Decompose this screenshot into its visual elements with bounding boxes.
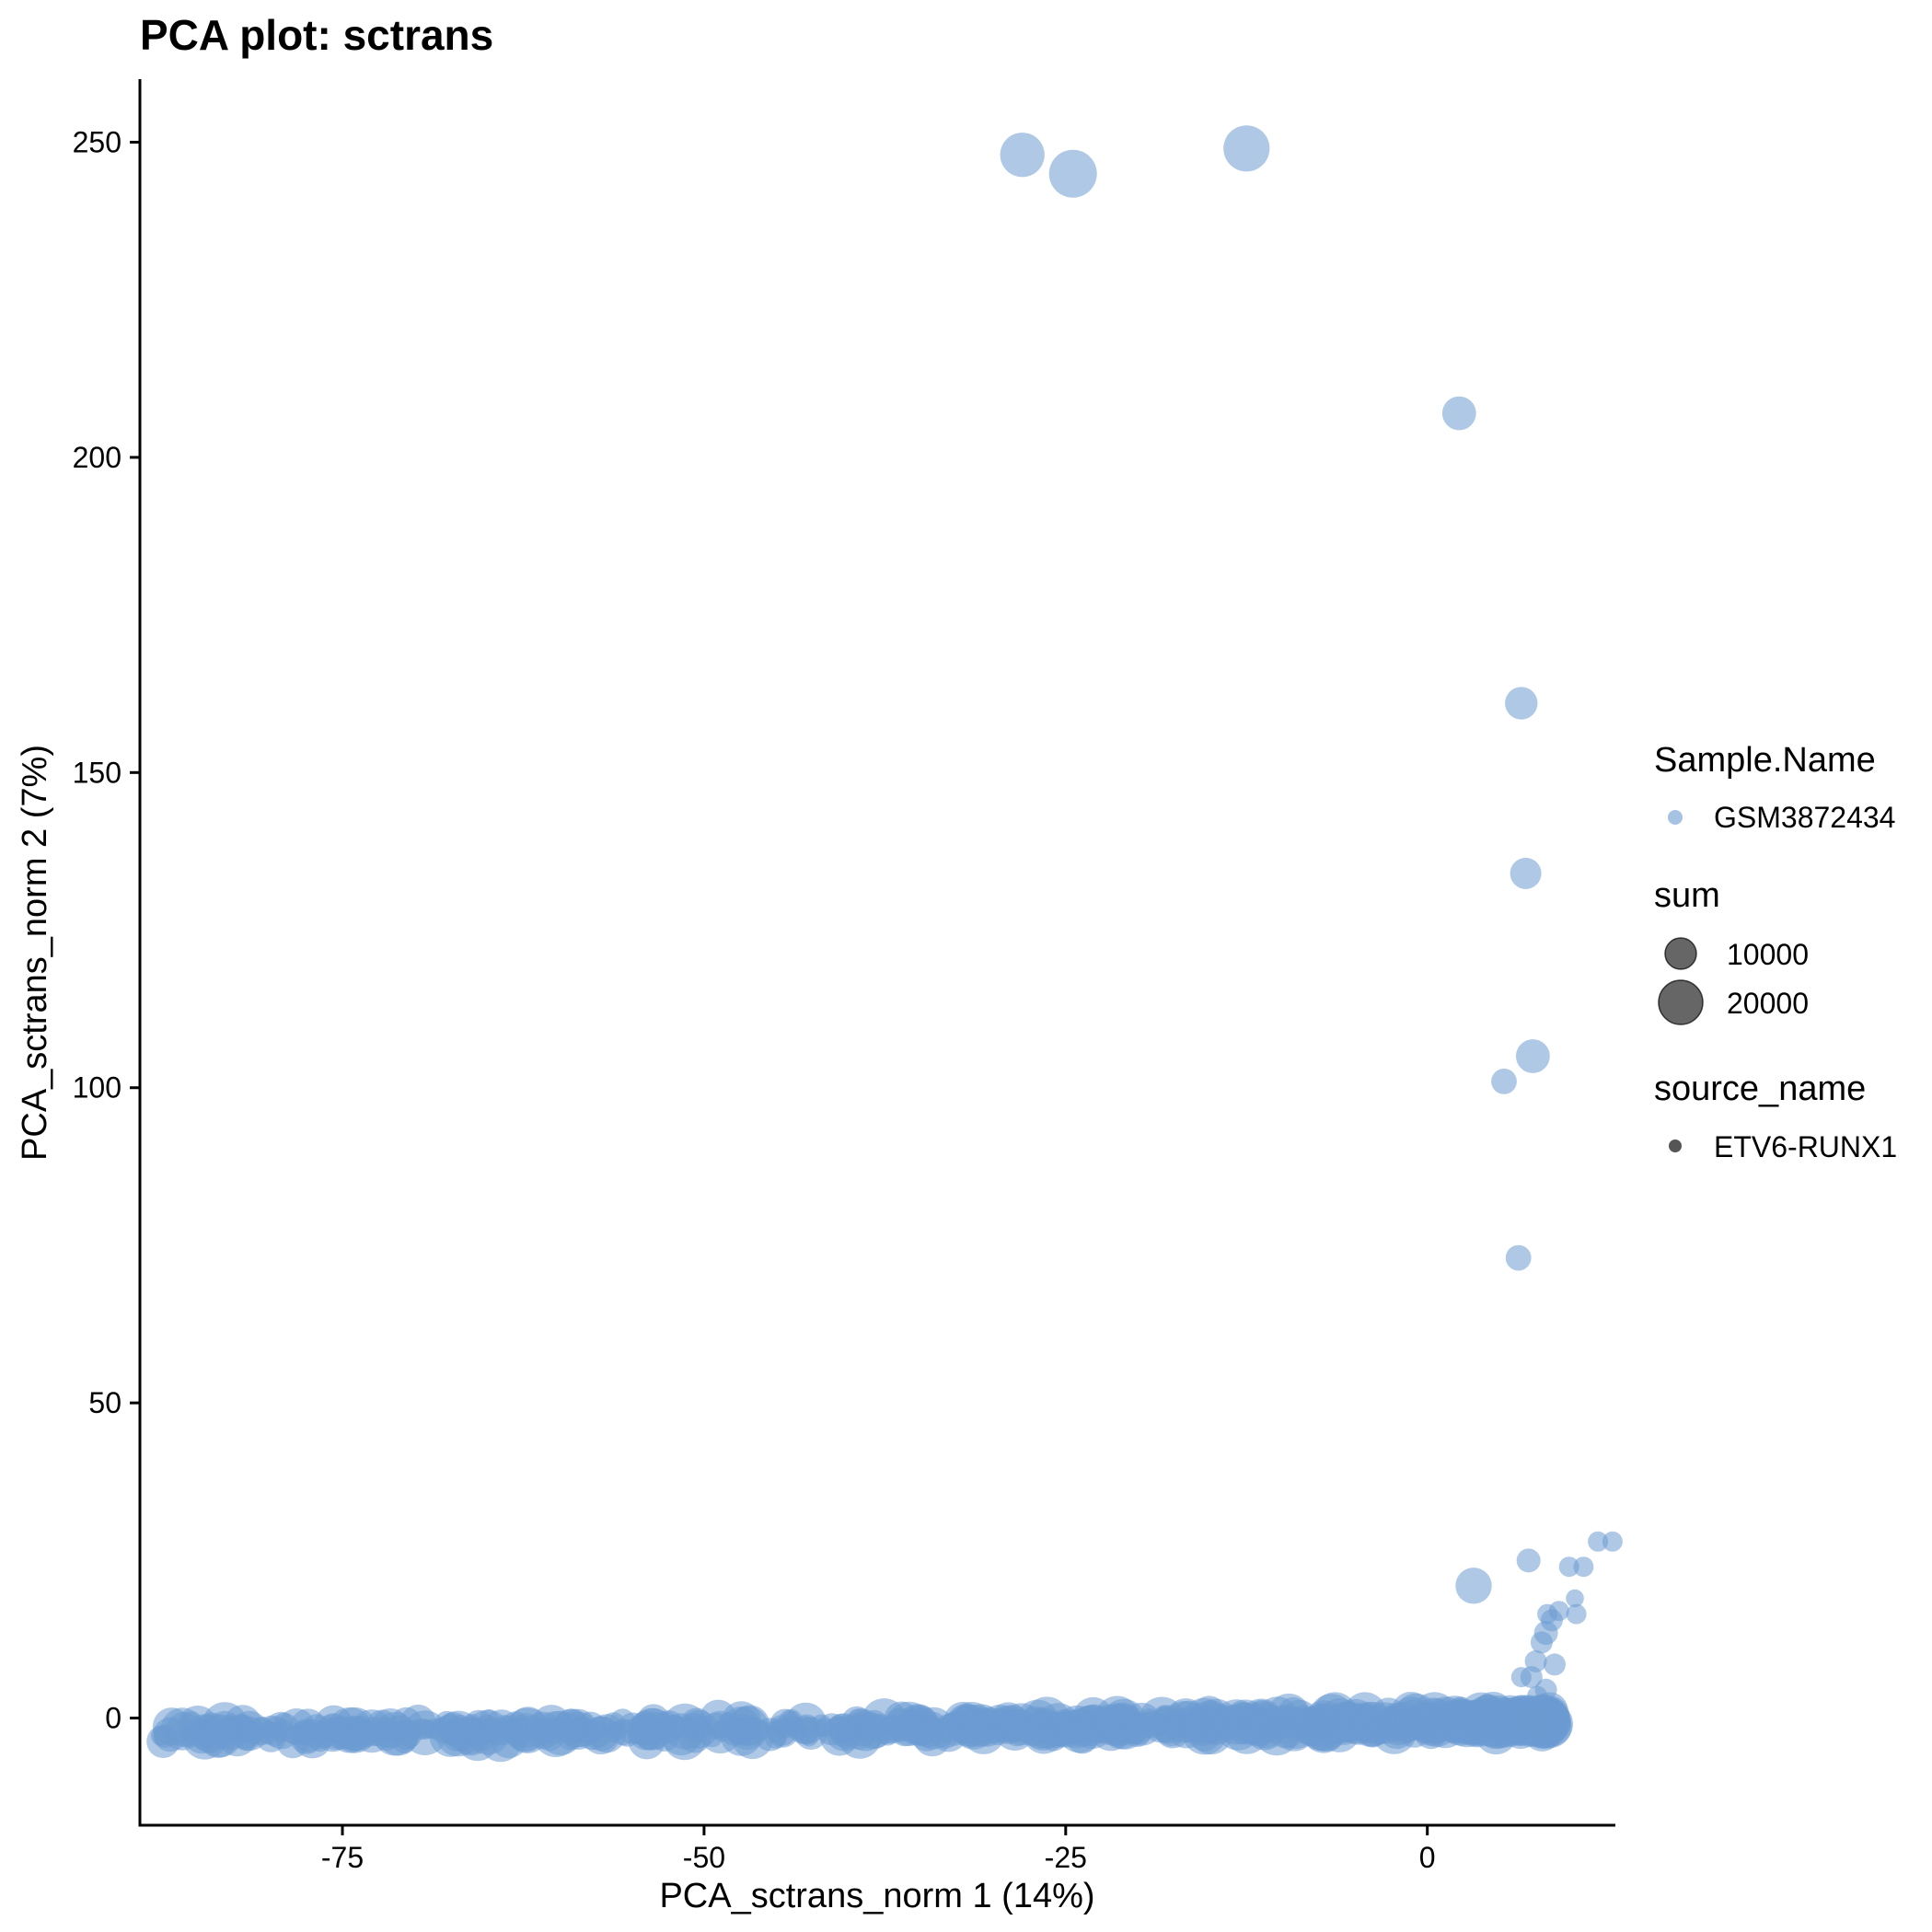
scatter-point <box>1510 857 1542 889</box>
scatter-point <box>1505 1244 1532 1271</box>
scatter-point <box>1510 1667 1532 1688</box>
chart-title: PCA plot: sctrans <box>140 11 493 59</box>
y-tick-label: 200 <box>73 441 121 474</box>
scatter-point <box>1558 1556 1579 1578</box>
scatter-point <box>1181 1697 1227 1744</box>
y-axis-title: PCA_sctrans_norm 2 (7%) <box>16 745 54 1161</box>
points-layer <box>146 125 1623 1763</box>
y-tick-label: 250 <box>73 125 121 158</box>
legend-shape-key <box>1669 1140 1682 1152</box>
scatter-point <box>1225 1715 1251 1741</box>
scatter-point <box>973 1723 994 1744</box>
legend-shape-label: ETV6-RUNX1 <box>1714 1130 1897 1163</box>
scatter-point <box>765 1721 786 1741</box>
y-tick-label: 150 <box>73 756 121 789</box>
scatter-point <box>1491 1069 1517 1094</box>
scatter-point <box>630 1710 662 1742</box>
scatter-point <box>1321 1702 1365 1745</box>
scatter-point <box>1048 149 1097 198</box>
scatter-point <box>577 1718 608 1751</box>
x-tick-label: -75 <box>321 1841 364 1874</box>
scatter-point <box>1402 1707 1425 1730</box>
x-ticks: -75 -50 -25 0 <box>321 1825 1436 1874</box>
legend-shape-title: source_name <box>1654 1070 1866 1108</box>
scatter-point <box>146 1725 180 1758</box>
scatter-point <box>1544 1653 1566 1676</box>
scatter-point <box>732 1717 774 1760</box>
scatter-point <box>181 1711 203 1732</box>
scatter-point <box>1573 1556 1594 1578</box>
legend-color-title: Sample.Name <box>1654 741 1876 780</box>
scatter-point <box>1138 1708 1161 1731</box>
scatter-point <box>1566 1603 1587 1625</box>
scatter-point <box>524 1711 562 1750</box>
scatter-point <box>1238 1698 1284 1744</box>
scatter-point <box>1566 1589 1584 1608</box>
scatter-point <box>1455 1568 1492 1604</box>
scatter-point <box>1527 1685 1548 1706</box>
legend-size-key-large <box>1658 979 1704 1025</box>
scatter-point <box>1516 1548 1541 1573</box>
legend-size-key-small <box>1664 937 1697 970</box>
scatter-point <box>1023 1712 1059 1749</box>
scatter-point <box>1092 1714 1121 1743</box>
scatter-point <box>1441 396 1476 431</box>
y-ticks: 0 50 100 150 200 250 <box>73 125 140 1735</box>
scatter-point <box>1516 1039 1550 1073</box>
scatter-point <box>1425 1710 1443 1730</box>
scatter-point <box>472 1715 502 1743</box>
scatter-point <box>1531 1706 1560 1735</box>
scatter-point <box>243 1727 262 1745</box>
y-tick-label: 100 <box>73 1071 121 1105</box>
scatter-point <box>1505 687 1538 720</box>
scatter-point <box>206 1710 243 1747</box>
scatter-point <box>1319 1715 1338 1735</box>
legend-color-label: GSM3872434 <box>1714 801 1895 834</box>
x-tick-label: 0 <box>1419 1841 1436 1874</box>
scatter-point <box>1588 1531 1609 1552</box>
scatter-point <box>1602 1531 1623 1552</box>
scatter-point <box>314 1714 352 1753</box>
scatter-point <box>1223 125 1270 172</box>
scatter-point <box>601 1712 626 1737</box>
x-axis-title: PCA_sctrans_norm 1 (14%) <box>659 1877 1094 1915</box>
scatter-point <box>1000 133 1045 178</box>
scatter-point <box>979 1706 999 1726</box>
scatter-point <box>370 1708 411 1749</box>
scatter-point <box>841 1706 873 1737</box>
scatter-point <box>1361 1709 1384 1733</box>
x-tick-label: -25 <box>1045 1841 1087 1874</box>
legend-size-label-small: 10000 <box>1727 938 1809 971</box>
scatter-point <box>411 1718 432 1738</box>
scatter-point <box>1052 1714 1082 1742</box>
legend-color-key <box>1668 810 1683 825</box>
y-tick-label: 0 <box>105 1702 121 1735</box>
scatter-point <box>816 1718 835 1737</box>
x-tick-label: -50 <box>683 1841 725 1874</box>
scatter-point <box>701 1726 723 1748</box>
legend: Sample.Name GSM3872434 sum 10000 20000 s… <box>1654 741 1897 1163</box>
scatter-point <box>781 1710 800 1730</box>
scatter-point <box>721 1722 745 1746</box>
legend-size-title: sum <box>1654 876 1720 915</box>
scatter-point <box>937 1712 971 1746</box>
scatter-point <box>1530 1631 1553 1654</box>
y-tick-label: 50 <box>88 1386 121 1419</box>
scatter-point <box>1159 1713 1185 1739</box>
scatter-point <box>897 1704 939 1746</box>
scatter-point <box>1500 1709 1532 1741</box>
scatter-point <box>436 1712 470 1746</box>
legend-size-label-large: 20000 <box>1727 987 1809 1020</box>
